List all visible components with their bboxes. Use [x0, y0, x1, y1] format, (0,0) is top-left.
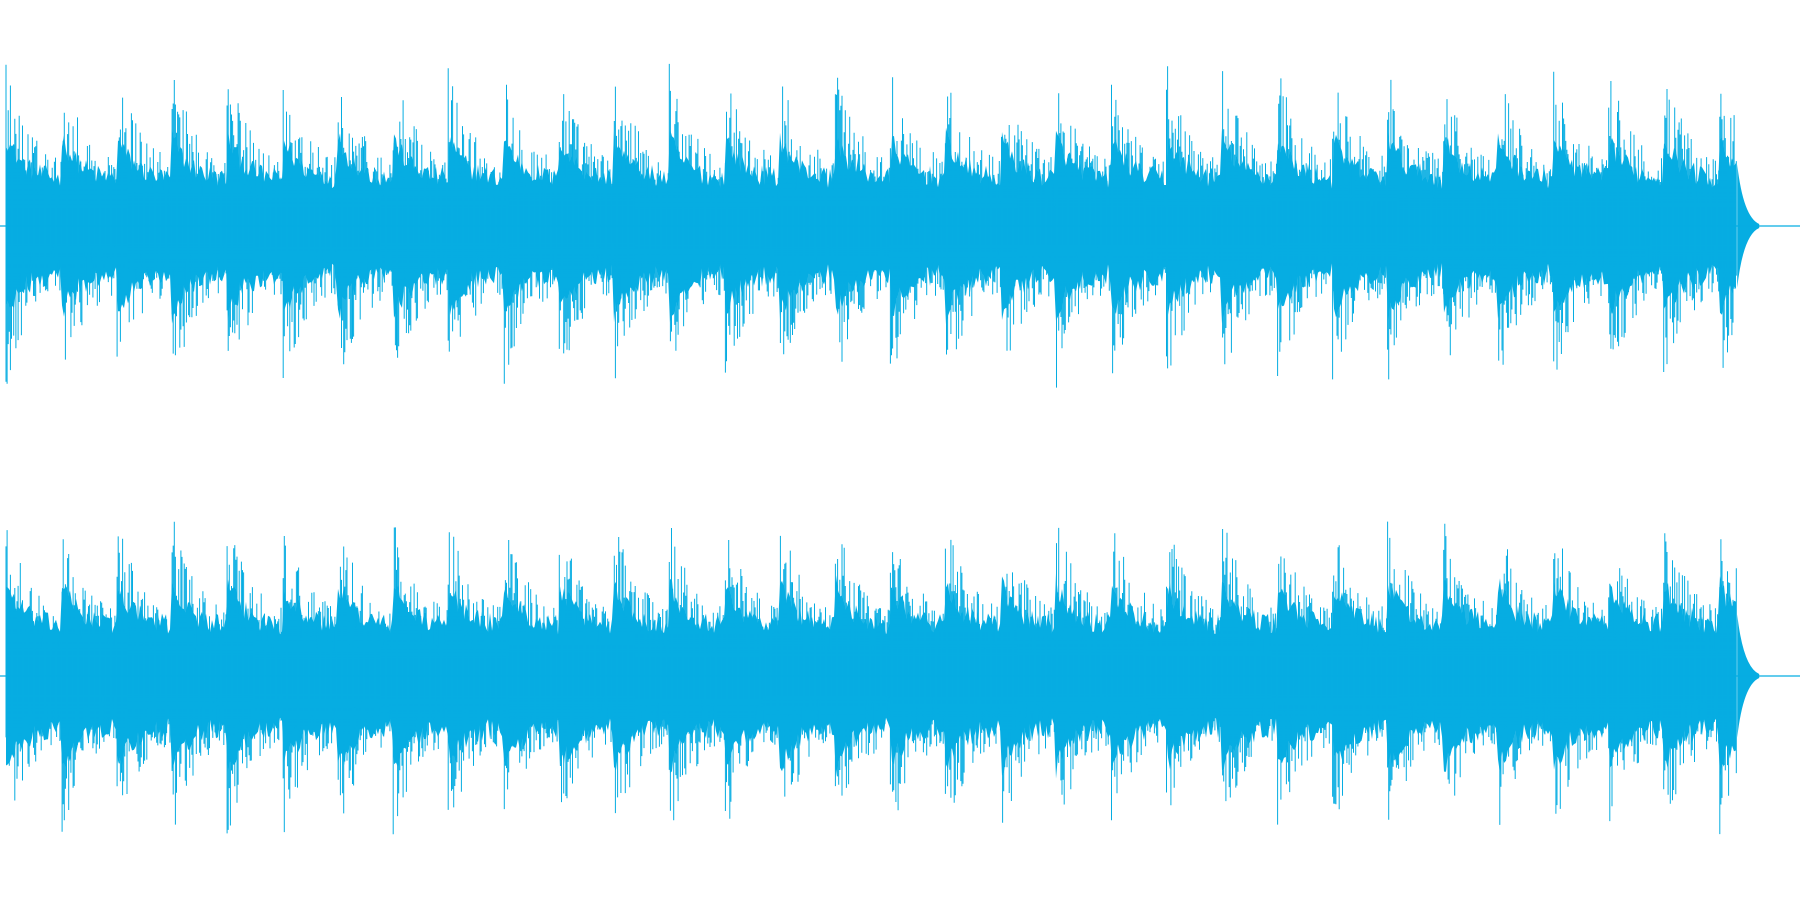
channel-2-waveform — [0, 521, 1800, 835]
waveform-spikes — [5, 521, 1737, 835]
channel-1-waveform — [0, 63, 1800, 388]
